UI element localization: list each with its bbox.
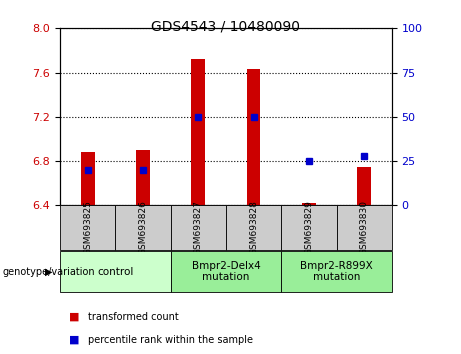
Text: genotype/variation: genotype/variation [2,267,95,277]
Bar [191,59,205,205]
Bar [226,205,281,250]
Text: GSM693828: GSM693828 [249,200,258,255]
Bar [171,205,226,250]
Bar [171,251,281,292]
Text: GSM693830: GSM693830 [360,200,369,255]
Bar [81,152,95,205]
Text: control: control [97,267,133,277]
Bar [357,167,371,205]
Text: Bmpr2-Delx4
mutation: Bmpr2-Delx4 mutation [191,261,260,282]
Bar [115,205,171,250]
Bar [60,251,171,292]
Text: Bmpr2-R899X
mutation: Bmpr2-R899X mutation [300,261,373,282]
Text: GSM693827: GSM693827 [194,200,203,255]
Text: GSM693826: GSM693826 [138,200,148,255]
Bar [247,69,260,205]
Bar [337,205,392,250]
Bar [281,205,337,250]
Bar [136,150,150,205]
Text: percentile rank within the sample: percentile rank within the sample [88,335,253,345]
Text: GSM693825: GSM693825 [83,200,92,255]
Text: ■: ■ [69,335,80,345]
Bar [281,251,392,292]
Text: ▶: ▶ [45,267,52,277]
Bar [302,203,316,205]
Text: ■: ■ [69,312,80,322]
Text: transformed count: transformed count [88,312,178,322]
Bar [60,205,115,250]
Text: GSM693829: GSM693829 [304,200,313,255]
Text: GDS4543 / 10480090: GDS4543 / 10480090 [151,19,301,34]
